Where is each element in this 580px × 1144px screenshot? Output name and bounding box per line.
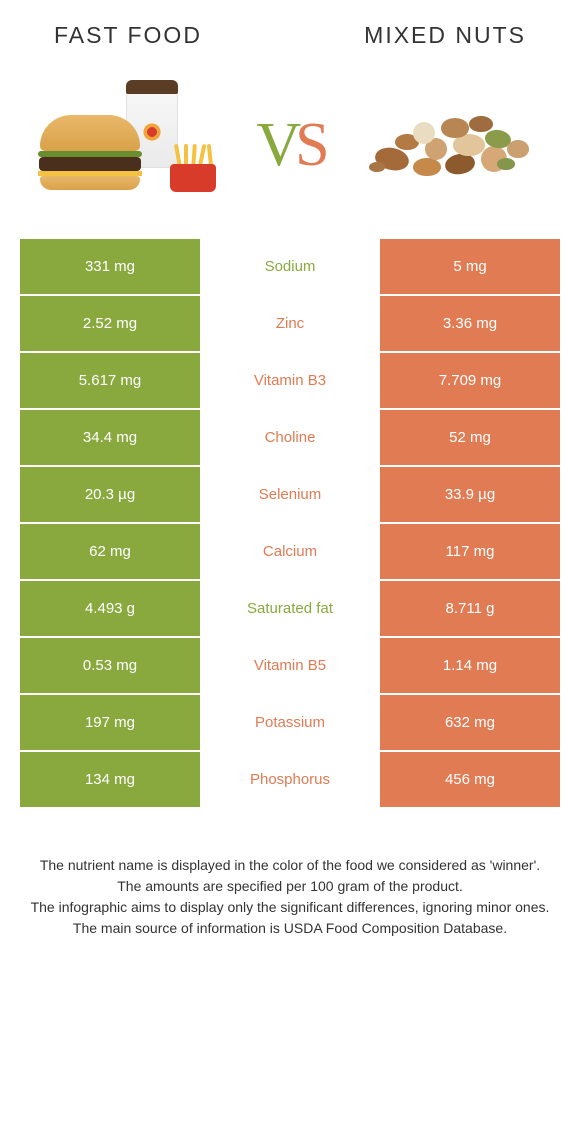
right-value: 117 mg — [380, 524, 560, 579]
nutrient-label: Vitamin B5 — [200, 638, 380, 693]
right-title: MIXED NUTS — [364, 22, 526, 49]
hero-row: VS — [20, 59, 560, 235]
mixed-nuts-illustration — [360, 85, 540, 205]
left-value: 4.493 g — [20, 581, 200, 636]
left-value: 62 mg — [20, 524, 200, 579]
table-row: 2.52 mgZinc3.36 mg — [20, 296, 560, 351]
table-row: 34.4 mgCholine52 mg — [20, 410, 560, 465]
footnote-line: The infographic aims to display only the… — [28, 897, 552, 918]
right-value: 8.711 g — [380, 581, 560, 636]
nutrient-label: Choline — [200, 410, 380, 465]
comparison-table: 331 mgSodium5 mg2.52 mgZinc3.36 mg5.617 … — [20, 239, 560, 807]
table-row: 0.53 mgVitamin B51.14 mg — [20, 638, 560, 693]
titles-row: FAST FOOD MIXED NUTS — [20, 18, 560, 59]
left-value: 2.52 mg — [20, 296, 200, 351]
nutrient-label: Phosphorus — [200, 752, 380, 807]
right-value: 456 mg — [380, 752, 560, 807]
right-value: 632 mg — [380, 695, 560, 750]
left-value: 0.53 mg — [20, 638, 200, 693]
nutrient-label: Selenium — [200, 467, 380, 522]
table-row: 20.3 µgSelenium33.9 µg — [20, 467, 560, 522]
left-value: 34.4 mg — [20, 410, 200, 465]
left-value: 5.617 mg — [20, 353, 200, 408]
footnote-line: The main source of information is USDA F… — [28, 918, 552, 939]
right-value: 33.9 µg — [380, 467, 560, 522]
footnote-line: The amounts are specified per 100 gram o… — [28, 876, 552, 897]
vs-v: V — [256, 111, 295, 179]
fast-food-illustration — [40, 85, 220, 205]
nutrient-label: Potassium — [200, 695, 380, 750]
nutrient-label: Sodium — [200, 239, 380, 294]
page-root: FAST FOOD MIXED NUTS VS — [0, 0, 580, 969]
vs-label: VS — [230, 110, 350, 181]
right-value: 1.14 mg — [380, 638, 560, 693]
left-value: 197 mg — [20, 695, 200, 750]
table-row: 197 mgPotassium632 mg — [20, 695, 560, 750]
nutrient-label: Vitamin B3 — [200, 353, 380, 408]
right-value: 3.36 mg — [380, 296, 560, 351]
table-row: 5.617 mgVitamin B37.709 mg — [20, 353, 560, 408]
nutrient-label: Saturated fat — [200, 581, 380, 636]
left-title: FAST FOOD — [54, 22, 202, 49]
nutrient-label: Calcium — [200, 524, 380, 579]
right-value: 5 mg — [380, 239, 560, 294]
left-value: 331 mg — [20, 239, 200, 294]
nutrient-label: Zinc — [200, 296, 380, 351]
table-row: 134 mgPhosphorus456 mg — [20, 752, 560, 807]
table-row: 62 mgCalcium117 mg — [20, 524, 560, 579]
left-value: 20.3 µg — [20, 467, 200, 522]
right-value: 52 mg — [380, 410, 560, 465]
table-row: 4.493 gSaturated fat8.711 g — [20, 581, 560, 636]
right-value: 7.709 mg — [380, 353, 560, 408]
vs-s: S — [295, 111, 323, 179]
table-row: 331 mgSodium5 mg — [20, 239, 560, 294]
left-value: 134 mg — [20, 752, 200, 807]
footnote-line: The nutrient name is displayed in the co… — [28, 855, 552, 876]
footnotes: The nutrient name is displayed in the co… — [20, 855, 560, 939]
